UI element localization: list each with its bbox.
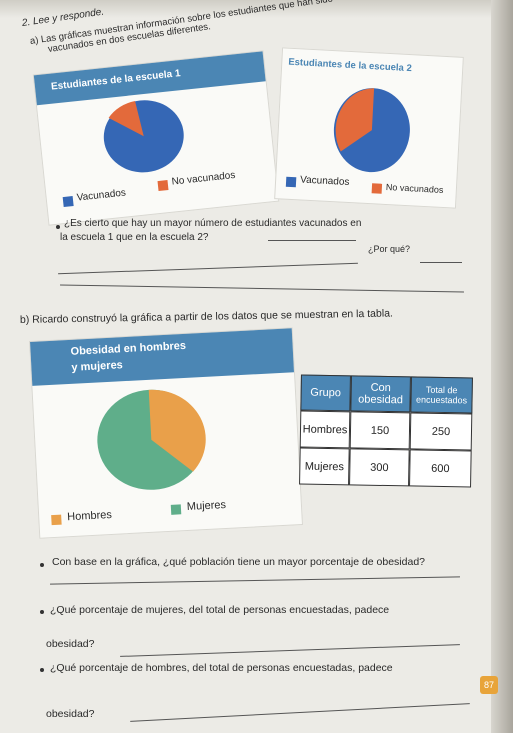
- table-cell: Mujeres: [299, 447, 350, 486]
- table-cell: 250: [409, 412, 473, 451]
- pie-chart: [103, 100, 184, 173]
- answer-line: [268, 240, 356, 241]
- legend-vaccinated-swatch: [285, 176, 297, 188]
- answer-line: [130, 703, 470, 722]
- part-b-text: b) Ricardo construyó la gráfica a partir…: [19, 307, 394, 326]
- chart-school-1: Estudiantes de la escuela 1 Vacunados No…: [32, 50, 280, 226]
- answer-line: [120, 644, 460, 657]
- table-header-group: Grupo: [300, 374, 351, 412]
- chart-title-band: [30, 328, 294, 386]
- page-edge: [491, 0, 513, 733]
- legend-vaccinated: Vacunados: [299, 174, 350, 189]
- chart-school-2: Estudiantes de la escuela 2 Vacunados No…: [274, 47, 464, 209]
- legend-not-vaccinated: No vacunados: [385, 181, 444, 195]
- data-table: Grupo Con obesidad Total de encuestados …: [299, 374, 473, 488]
- answer-line: [58, 262, 358, 275]
- question-4-line-2: obesidad?: [46, 708, 95, 720]
- bullet: [40, 668, 44, 672]
- legend-not-vaccinated-swatch: [371, 183, 383, 194]
- page-shadow: [0, 0, 513, 18]
- question-2: Con base en la gráfica, ¿qué población t…: [52, 556, 426, 568]
- legend-women: Mujeres: [186, 498, 227, 513]
- question-1-line-2: la escuela 1 que en la escuela 2?: [60, 232, 209, 243]
- question-3-line-2: obesidad?: [46, 638, 95, 650]
- legend-women-swatch: [170, 504, 182, 515]
- table-header-total: Total de encuestados: [410, 376, 473, 414]
- bullet: [56, 225, 60, 229]
- pie-chart: [333, 88, 410, 173]
- bullet: [40, 563, 44, 567]
- answer-line: [420, 262, 462, 263]
- legend-vaccinated-swatch: [62, 196, 74, 208]
- legend-vaccinated: Vacunados: [76, 187, 127, 204]
- bullet: [40, 610, 44, 614]
- table-cell: 300: [349, 448, 410, 487]
- legend-men-swatch: [51, 514, 62, 526]
- chart-obesity: Obesidad en hombres y mujeres Hombres Mu…: [28, 327, 304, 539]
- answer-line: [60, 284, 464, 293]
- question-4-line-1: ¿Qué porcentaje de hombres, del total de…: [50, 662, 393, 674]
- answer-line: [50, 576, 460, 585]
- question-1-why: ¿Por qué?: [368, 244, 411, 254]
- table-cell: Hombres: [299, 410, 351, 449]
- table-cell: 150: [349, 411, 411, 450]
- page-number: 87: [480, 676, 498, 694]
- question-3-line-1: ¿Qué porcentaje de mujeres, del total de…: [50, 604, 390, 616]
- pie-chart: [97, 389, 206, 490]
- legend-not-vaccinated-swatch: [157, 180, 169, 192]
- table-cell: 600: [409, 449, 472, 488]
- table-header-obesity: Con obesidad: [350, 375, 411, 413]
- legend-men: Hombres: [66, 508, 113, 524]
- question-1-line-1: ¿Es cierto que hay un mayor número de es…: [64, 218, 362, 229]
- chart-title: Estudiantes de la escuela 2: [288, 56, 413, 75]
